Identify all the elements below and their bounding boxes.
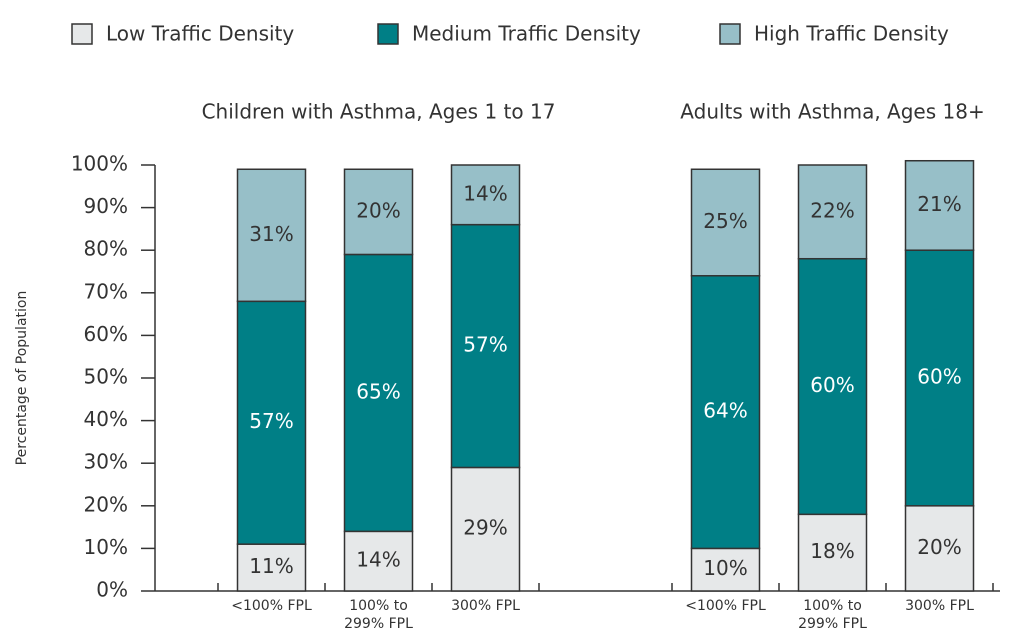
legend-label: Low Traffic Density	[106, 22, 294, 46]
x-tick-label: <100% FPL	[685, 598, 766, 614]
bar-segment	[343, 253, 414, 533]
data-label: 31%	[249, 222, 293, 246]
bar-segment	[450, 164, 521, 226]
legend-label: Medium Traffic Density	[412, 22, 641, 46]
y-tick-label: 50%	[84, 365, 128, 389]
y-tick-label: 10%	[84, 535, 128, 559]
legend-swatch	[719, 23, 741, 45]
x-tick-label: 100% to 299% FPL	[344, 598, 413, 632]
bar-segment	[343, 168, 414, 256]
data-label: 65%	[356, 379, 400, 403]
bar-segment	[797, 257, 868, 516]
y-tick-label: 40%	[84, 407, 128, 431]
data-label: 57%	[463, 333, 507, 357]
y-tick-label: 0%	[96, 578, 128, 602]
data-label: 18%	[810, 539, 854, 563]
y-tick-label: 60%	[84, 322, 128, 346]
data-label: 14%	[463, 181, 507, 205]
bar-segment	[904, 249, 975, 507]
y-axis-label: Percentage of Population	[14, 291, 30, 466]
group-title: Adults with Asthma, Ages 18+	[680, 100, 984, 124]
x-tick-label: 300% FPL	[451, 598, 520, 614]
data-label: 60%	[810, 373, 854, 397]
x-tick-label: 300% FPL	[905, 598, 974, 614]
data-label: 25%	[703, 209, 747, 233]
x-tick-label: 100% to 299% FPL	[798, 598, 867, 632]
data-label: 20%	[917, 535, 961, 559]
data-label: 60%	[917, 365, 961, 389]
y-tick-label: 30%	[84, 450, 128, 474]
data-label: 64%	[703, 399, 747, 423]
y-tick-label: 100%	[71, 152, 128, 176]
data-label: 11%	[249, 554, 293, 578]
data-label: 20%	[356, 198, 400, 222]
data-label: 21%	[917, 192, 961, 216]
group-title: Children with Asthma, Ages 1 to 17	[202, 100, 556, 124]
bar-segment	[904, 505, 975, 592]
y-tick-label: 70%	[84, 279, 128, 303]
bar-segment	[450, 223, 521, 469]
bar-segment	[236, 168, 307, 303]
y-tick-label: 20%	[84, 492, 128, 516]
bar-segment	[450, 466, 521, 592]
data-label: 57%	[249, 409, 293, 433]
y-tick-label: 90%	[84, 194, 128, 218]
legend-label: High Traffic Density	[754, 22, 949, 46]
bar-segment	[904, 159, 975, 251]
data-label: 22%	[810, 198, 854, 222]
x-tick-label: <100% FPL	[231, 598, 312, 614]
bar-segment	[690, 168, 761, 277]
y-tick-label: 80%	[84, 237, 128, 261]
data-label: 14%	[356, 548, 400, 572]
data-label: 29%	[463, 516, 507, 540]
data-label: 10%	[703, 556, 747, 580]
legend-swatch	[377, 23, 399, 45]
legend-swatch	[71, 23, 93, 45]
bar-segment	[690, 547, 761, 592]
bar-segment	[236, 300, 307, 545]
bar-segment	[797, 164, 868, 260]
